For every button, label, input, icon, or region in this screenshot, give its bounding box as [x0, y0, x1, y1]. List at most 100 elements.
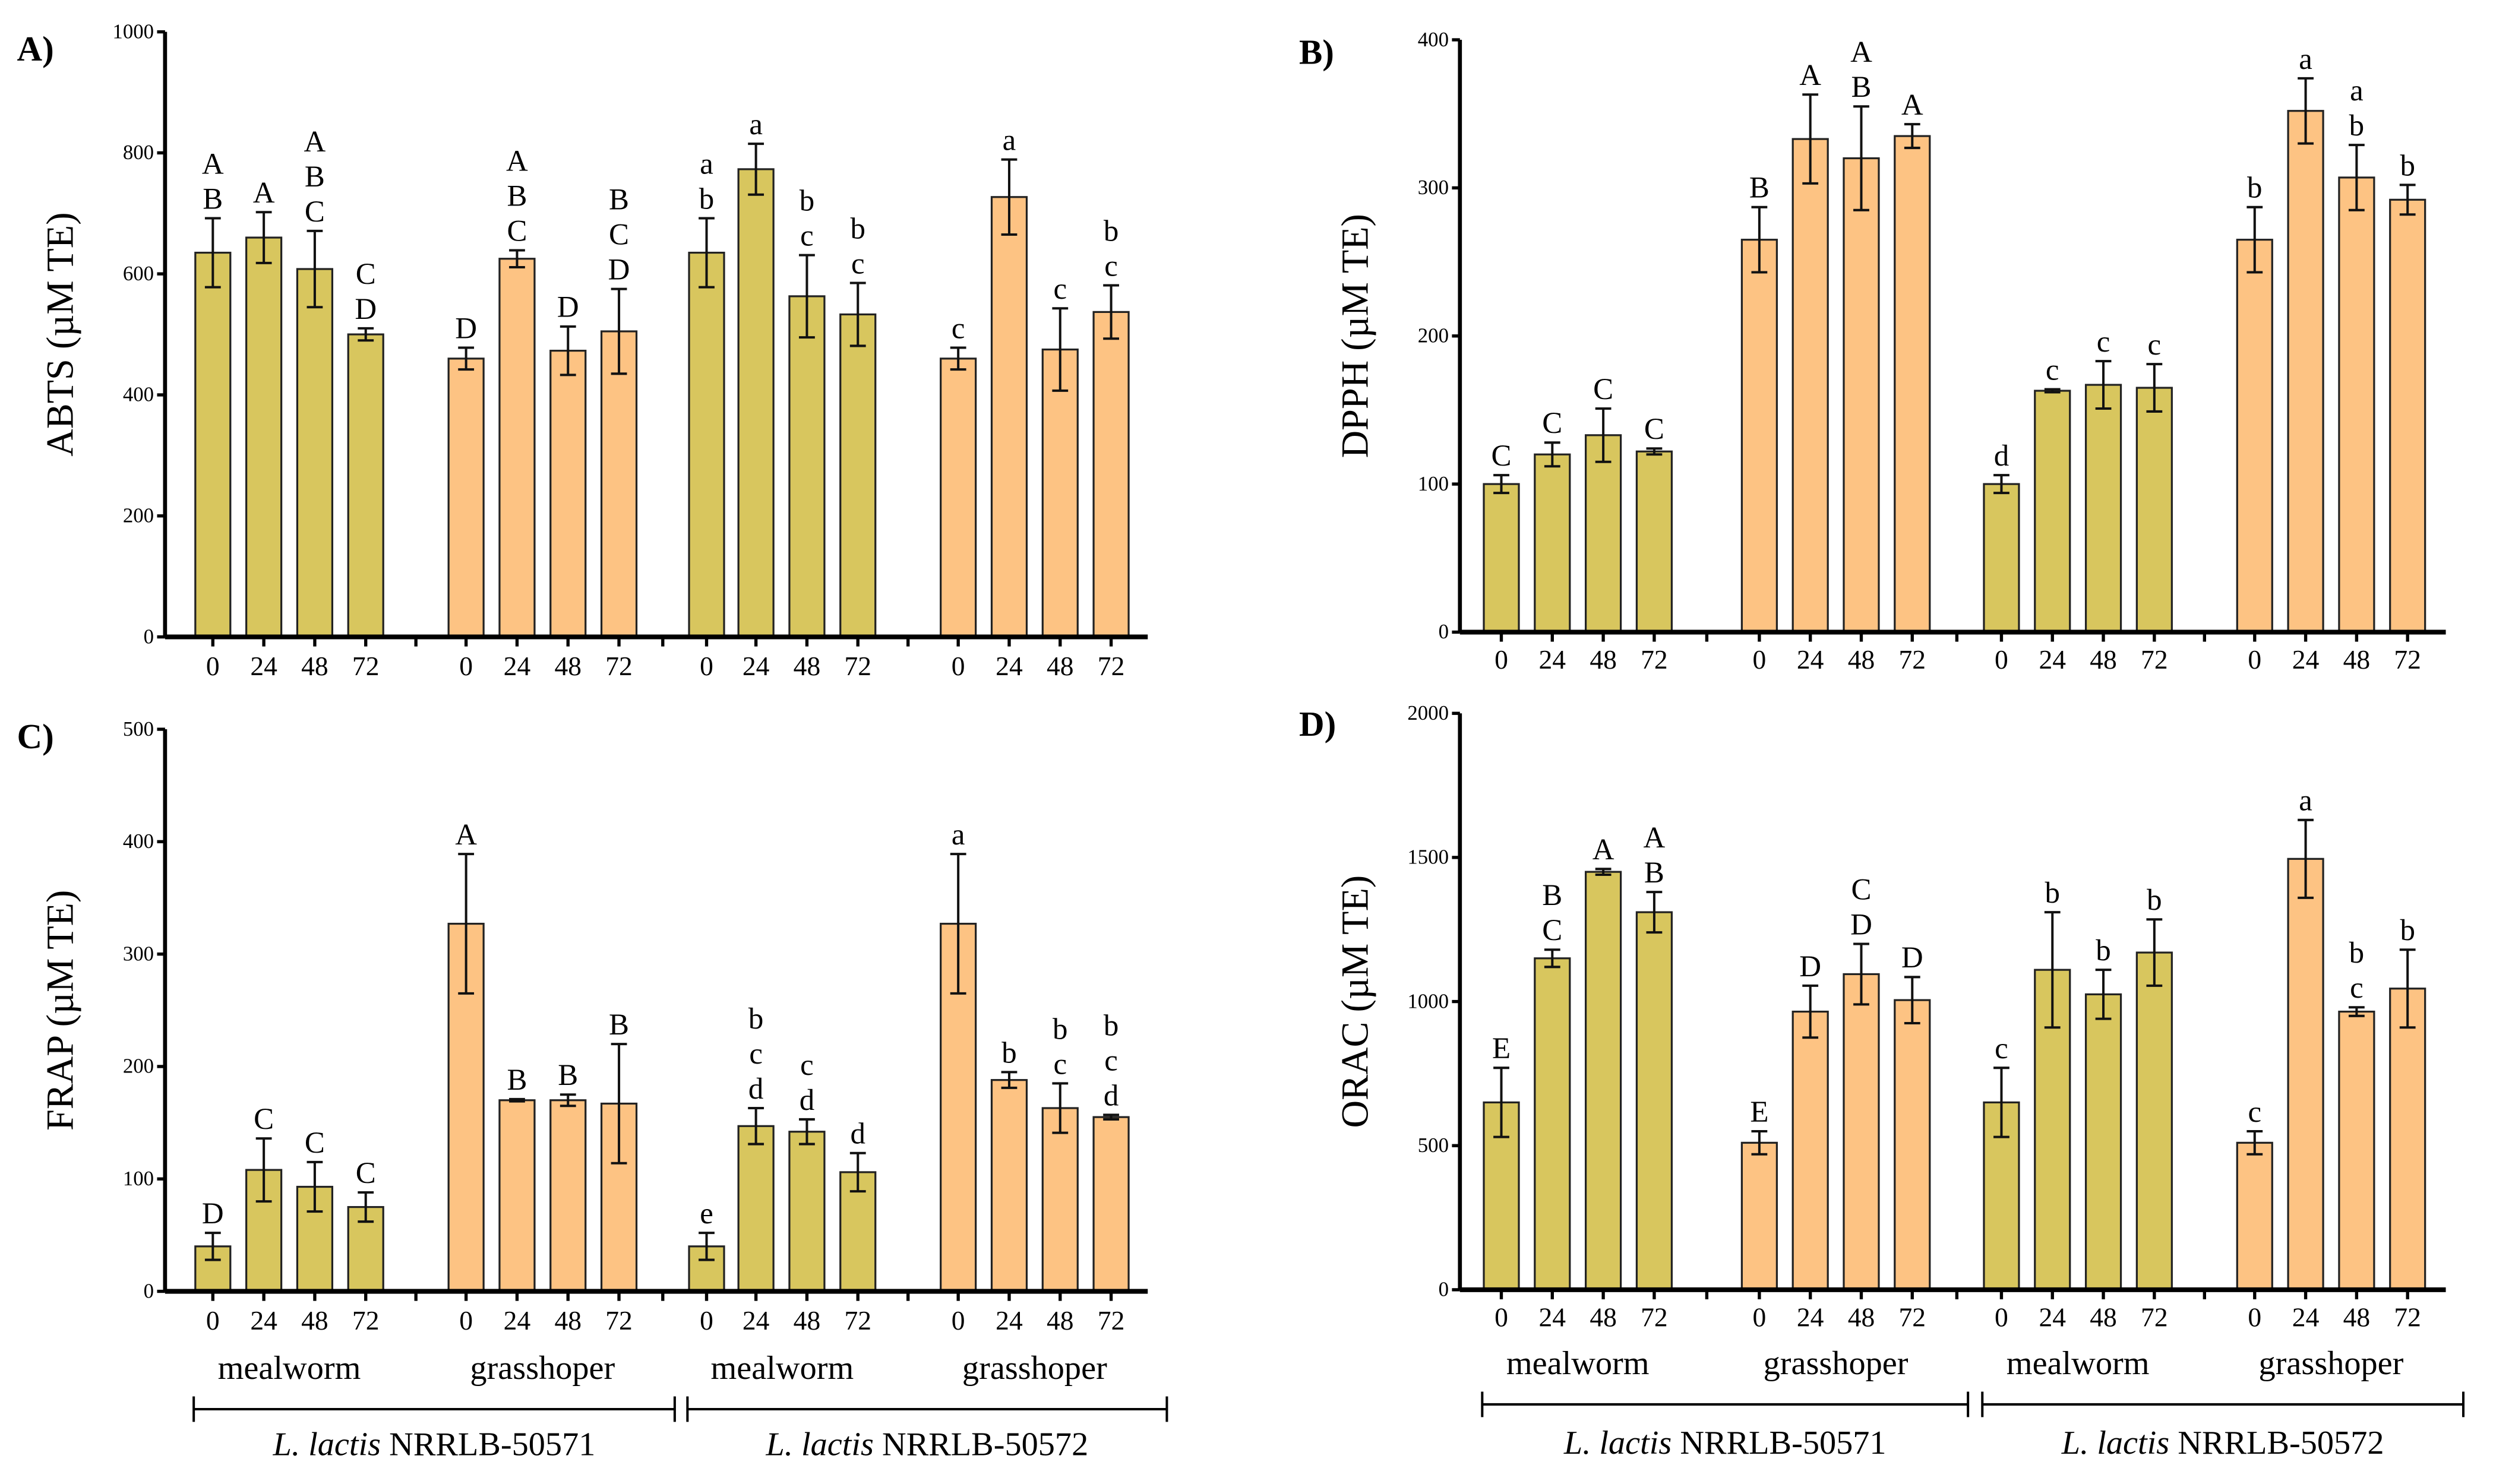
x-tick-label: 24: [504, 1305, 531, 1336]
x-tick-label: 24: [504, 651, 531, 681]
significance-letter: C: [356, 258, 376, 291]
x-tick-label: 48: [1047, 1305, 1074, 1336]
significance-letter: C: [609, 219, 629, 252]
significance-letter: A: [253, 176, 275, 210]
significance-letter: A: [304, 125, 326, 159]
significance-letter: c: [2097, 325, 2110, 359]
y-tick-label: 200: [123, 1055, 154, 1078]
x-tick-label: 48: [554, 651, 582, 681]
bar: [1585, 434, 1622, 634]
x-tick-label: 24: [742, 1305, 770, 1336]
strain-label: L. lactis NRRLB-50572: [766, 1426, 1089, 1463]
x-tick-label: 72: [1098, 1305, 1125, 1336]
panel-label: D): [1299, 704, 1336, 743]
bar: [2084, 993, 2122, 1291]
significance-letter: B: [609, 1008, 629, 1042]
significance-letter: b: [851, 212, 865, 245]
strain-id: NRRLB-50571: [381, 1426, 595, 1463]
x-tick-label: 0: [206, 651, 220, 681]
x-tick-label: 72: [844, 651, 871, 681]
bar: [1740, 239, 1778, 634]
y-tick-label: 200: [1418, 324, 1449, 347]
x-tick-label: 72: [1899, 1302, 1926, 1333]
x-tick-label: 72: [1899, 644, 1926, 675]
x-tick-label: 24: [1797, 644, 1824, 675]
x-tick-label: 0: [1752, 644, 1766, 675]
x-tick-label: 0: [1752, 1302, 1766, 1333]
bar: [447, 357, 485, 638]
x-tick-label: 0: [2248, 1302, 2261, 1333]
y-tick-label: 100: [1418, 472, 1449, 495]
bar: [2135, 951, 2173, 1291]
bar: [1983, 483, 2020, 634]
bar: [1635, 911, 1673, 1291]
y-tick-label: 100: [123, 1167, 154, 1190]
significance-letter: A: [202, 147, 224, 181]
group-label: grasshoper: [470, 1350, 615, 1387]
significance-letter: B: [1644, 856, 1664, 890]
bar: [940, 357, 977, 638]
significance-letter: A: [455, 818, 477, 852]
y-tick-label: 400: [1418, 28, 1449, 51]
bar: [2338, 1010, 2375, 1291]
x-tick-label: 0: [700, 651, 713, 681]
bar: [245, 236, 283, 638]
bar: [1740, 1141, 1778, 1291]
x-tick-label: 0: [206, 1305, 220, 1336]
significance-letter: b: [2349, 936, 2364, 970]
bar: [1534, 453, 1571, 634]
bar: [1092, 1116, 1130, 1293]
x-tick-label: 0: [700, 1305, 713, 1336]
significance-letter: a: [749, 108, 763, 141]
significance-letter: B: [558, 1059, 578, 1092]
bar: [788, 1131, 826, 1293]
significance-letter: c: [851, 247, 865, 280]
significance-letter: D: [455, 312, 477, 345]
significance-letter: C: [507, 214, 527, 248]
significance-letter: B: [203, 182, 223, 216]
x-tick-label: 0: [1494, 1302, 1508, 1333]
bar: [498, 1099, 536, 1293]
x-tick-label: 0: [1995, 644, 2008, 675]
significance-letter: c: [749, 1037, 763, 1071]
x-tick-label: 72: [2141, 1302, 2168, 1333]
significance-letter: B: [507, 1064, 527, 1097]
significance-letter: c: [2148, 328, 2162, 362]
bar: [688, 251, 725, 638]
bar: [1585, 871, 1622, 1291]
significance-letter: c: [1053, 1048, 1067, 1081]
x-tick-label: 72: [605, 1305, 633, 1336]
significance-letter: E: [1750, 1096, 1768, 1129]
significance-letter: a: [2299, 43, 2312, 76]
bar: [600, 330, 638, 638]
group-label: mealworm: [2007, 1345, 2150, 1382]
significance-letter: c: [800, 1049, 814, 1082]
strain-label: L. lactis NRRLB-50572: [2061, 1425, 2384, 1461]
bar: [1483, 483, 1520, 634]
x-tick-label: 72: [605, 651, 633, 681]
bar: [2287, 110, 2324, 634]
bar: [990, 1079, 1028, 1293]
y-tick-label: 1000: [112, 20, 154, 43]
x-tick-label: 72: [352, 1305, 380, 1336]
bar: [1894, 999, 1931, 1291]
significance-letter: A: [1850, 36, 1872, 69]
bar: [788, 295, 826, 638]
strain-label: L. lactis NRRLB-50571: [1563, 1425, 1887, 1461]
x-tick-label: 48: [1590, 644, 1617, 675]
significance-letter: D: [355, 293, 377, 326]
significance-letter: b: [699, 182, 714, 216]
significance-letter: C: [1851, 873, 1872, 906]
x-tick-label: 24: [1797, 1302, 1824, 1333]
bar: [737, 168, 775, 638]
significance-letter: a: [2350, 74, 2364, 107]
strain-id: NRRLB-50571: [1672, 1425, 1886, 1461]
bar: [194, 251, 232, 638]
x-tick-label: 0: [459, 1305, 473, 1336]
bar: [1894, 135, 1931, 634]
y-tick-label: 0: [144, 625, 154, 648]
significance-letter: B: [305, 160, 325, 194]
bar: [296, 268, 334, 638]
bar: [1041, 348, 1079, 638]
significance-letter: b: [1104, 214, 1118, 248]
